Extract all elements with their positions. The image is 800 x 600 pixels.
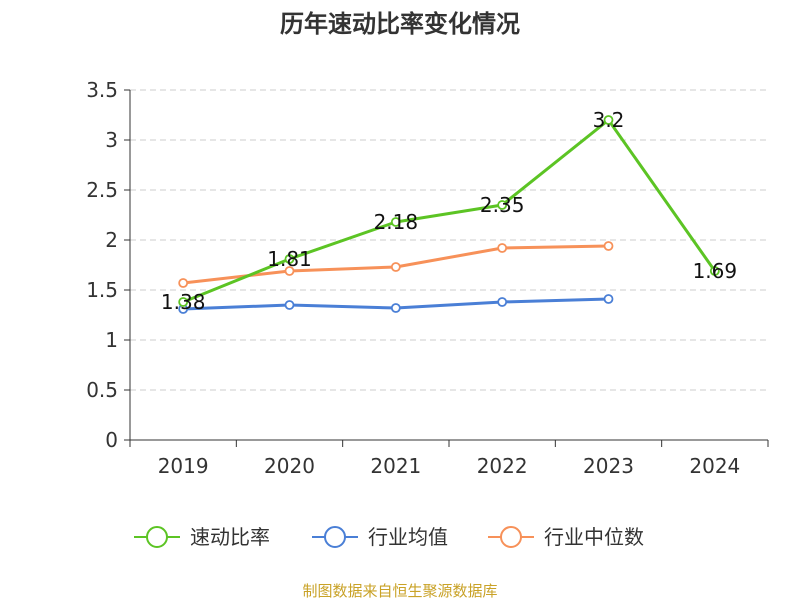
source-note: 制图数据来自恒生聚源数据库 [302, 582, 497, 600]
data-label: 3.2 [593, 108, 625, 132]
data-point [709, 266, 720, 276]
x-tick-label: 2020 [264, 454, 315, 478]
legend-swatch-marker [324, 526, 346, 548]
x-tick-label: 2019 [158, 454, 209, 478]
data-labels: 1.38 1.81 2.18 2.35 3.2 1.69 [161, 108, 737, 314]
data-point [497, 297, 508, 307]
y-tick-label: 1.5 [86, 278, 118, 302]
data-label: 1.69 [693, 259, 738, 283]
data-point [284, 300, 295, 310]
data-label: 1.81 [267, 247, 312, 271]
legend-label: 行业中位数 [544, 525, 644, 549]
y-axis-ticks: 0 0.5 1 1.5 2 2.5 3 3.5 [86, 78, 130, 452]
data-point [178, 278, 189, 288]
series-layer [178, 115, 720, 314]
data-point [390, 262, 401, 272]
data-point [603, 241, 614, 251]
data-point [497, 243, 508, 253]
y-tick-label: 1 [105, 328, 118, 352]
y-tick-label: 0 [105, 428, 118, 452]
data-label: 2.18 [374, 210, 419, 234]
legend[interactable]: 速动比率 行业均值 行业中位数 [134, 525, 644, 549]
legend-item-1[interactable]: 速动比率 [134, 525, 270, 549]
x-tick-label: 2021 [370, 454, 421, 478]
x-axis-ticks: 2019 2020 2021 2022 2023 2024 [129, 440, 769, 478]
legend-item-2[interactable]: 行业均值 [312, 525, 448, 549]
data-point [390, 217, 401, 227]
data-point [284, 254, 295, 264]
data-point [603, 115, 614, 125]
data-point [603, 294, 614, 304]
chart-title: 历年速动比率变化情况 [280, 10, 520, 38]
y-tick-label: 2 [105, 228, 118, 252]
legend-label: 行业均值 [368, 525, 448, 549]
y-tick-label: 2.5 [86, 178, 118, 202]
x-tick-label: 2022 [477, 454, 528, 478]
data-point [178, 297, 189, 307]
y-tick-label: 3.5 [86, 78, 118, 102]
y-tick-label: 0.5 [86, 378, 118, 402]
data-point [497, 200, 508, 210]
axes [129, 90, 768, 441]
legend-item-3[interactable]: 行业中位数 [488, 525, 644, 549]
series-line-1 [182, 118, 717, 304]
x-tick-label: 2024 [689, 454, 740, 478]
data-point [390, 303, 401, 313]
grid-lines [130, 89, 768, 391]
data-point [284, 266, 295, 276]
data-label: 1.38 [161, 290, 206, 314]
data-label: 2.35 [480, 193, 525, 217]
legend-swatch-marker [146, 526, 168, 548]
legend-label: 速动比率 [190, 525, 270, 549]
y-tick-label: 3 [105, 128, 118, 152]
x-tick-label: 2023 [583, 454, 634, 478]
legend-swatch-marker [500, 526, 522, 548]
